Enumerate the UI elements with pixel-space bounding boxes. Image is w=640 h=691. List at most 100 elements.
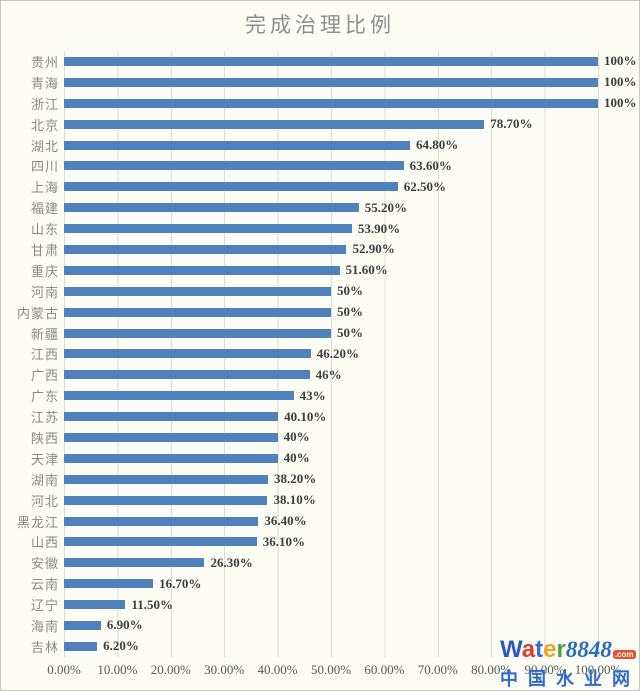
bar-row: 海南 6.90% <box>1 615 639 636</box>
value-label: 26.30% <box>210 554 253 570</box>
bar <box>64 203 359 213</box>
category-label: 广西 <box>30 368 59 384</box>
bar <box>64 453 278 463</box>
category-label: 重庆 <box>30 263 59 279</box>
x-tick-label: 50.00% <box>310 662 352 677</box>
category-label: 上海 <box>30 180 59 196</box>
bar-rows-container: 贵州 100% 青海 100% 浙江 100% 北京 78.70% 湖北 64.80% 四川 63.6… <box>1 51 639 657</box>
bar-row: 浙江 100% <box>1 93 639 114</box>
watermark-brand-tld: .com <box>612 650 636 659</box>
bar-row: 湖南 38.20% <box>1 469 639 490</box>
category-label: 浙江 <box>30 96 59 112</box>
bar-row: 江苏 40.10% <box>1 406 639 427</box>
bar <box>64 307 331 317</box>
watermark-brand-letter: t <box>535 636 544 663</box>
value-label: 16.70% <box>159 575 202 591</box>
watermark-brand-letter: r <box>556 636 566 663</box>
bar <box>64 391 294 401</box>
category-label: 福建 <box>30 201 59 217</box>
bar <box>64 244 347 254</box>
category-label: 贵州 <box>30 54 59 70</box>
value-label: 43% <box>299 387 326 403</box>
bar-row: 福建 55.20% <box>1 197 639 218</box>
x-tick-label: 10.00% <box>97 662 138 677</box>
bar <box>64 412 279 422</box>
value-label: 6.20% <box>103 638 139 654</box>
bar <box>64 286 331 296</box>
bar <box>64 537 257 547</box>
bar <box>64 558 205 568</box>
bar <box>64 370 310 380</box>
bar <box>64 641 98 651</box>
watermark-brand-letter: W <box>500 636 522 663</box>
watermark-brand-letter: a <box>521 636 536 663</box>
bar <box>64 265 340 275</box>
value-label: 51.60% <box>345 262 388 278</box>
x-axis-tick-labels: 0.00% 10.00% 20.00% 30.00% 40.00% 50.00% 60.00… <box>1 662 639 680</box>
value-label: 53.90% <box>357 220 401 236</box>
category-label: 河北 <box>30 493 59 509</box>
value-label: 63.60% <box>409 157 452 173</box>
category-label: 青海 <box>30 75 59 91</box>
category-label: 陕西 <box>30 430 59 446</box>
category-label: 湖南 <box>30 472 59 488</box>
category-label: 黑龙江 <box>16 514 59 530</box>
value-label: 78.70% <box>490 116 533 132</box>
value-label: 55.20% <box>364 199 408 215</box>
category-label: 江西 <box>30 347 59 363</box>
category-label: 安徽 <box>30 556 59 572</box>
value-label: 11.50% <box>131 596 173 612</box>
value-label: 62.50% <box>403 178 446 194</box>
x-tick-label: 40.00% <box>257 662 298 677</box>
bar <box>64 516 259 526</box>
bar <box>64 432 278 442</box>
x-tick-label: 0.00% <box>47 662 81 677</box>
bar-row: 陕西 40% <box>1 427 639 448</box>
category-label: 江苏 <box>30 410 59 426</box>
category-label: 海南 <box>30 618 59 634</box>
value-label: 40% <box>283 450 310 466</box>
bar-row: 青海 100% <box>1 72 639 93</box>
value-label: 40% <box>283 429 310 445</box>
bar-row: 黑龙江 36.40% <box>1 511 639 532</box>
bar-row: 四川 63.60% <box>1 155 639 176</box>
value-label: 50% <box>337 283 363 299</box>
value-label: 46% <box>315 366 342 382</box>
bar-row: 河南 50% <box>1 281 639 302</box>
bar <box>64 140 411 150</box>
bar-row: 内蒙古 50% <box>1 302 639 323</box>
watermark: Water8848 .com 中国水业网 <box>500 636 636 690</box>
x-tick-label: 90.00% <box>524 662 565 677</box>
category-label: 山西 <box>30 535 59 551</box>
value-label: 50% <box>337 304 363 320</box>
category-label: 云南 <box>30 577 59 593</box>
bar <box>64 620 101 630</box>
bar <box>64 119 485 129</box>
bar <box>64 495 268 505</box>
bar-row: 重庆 51.60% <box>1 260 639 281</box>
category-label: 天津 <box>30 451 59 467</box>
watermark-brand-letter: e <box>543 636 557 663</box>
bar <box>64 98 598 108</box>
value-label: 36.40% <box>264 513 307 529</box>
value-label: 100% <box>604 74 637 90</box>
bar-row: 湖北 64.80% <box>1 135 639 156</box>
bar-row: 山东 53.90% <box>1 218 639 239</box>
bar-row: 贵州 100% <box>1 51 639 72</box>
bar-row: 广东 43% <box>1 385 639 406</box>
bar <box>64 474 268 484</box>
bar-row: 安徽 26.30% <box>1 552 639 573</box>
category-label: 湖北 <box>30 138 59 154</box>
x-tick-label: 70.00% <box>417 662 458 677</box>
category-label: 山东 <box>30 222 59 238</box>
bar-row: 河北 38.10% <box>1 490 639 511</box>
x-tick-label: 60.00% <box>364 662 405 677</box>
bar <box>64 349 311 359</box>
category-label: 北京 <box>30 117 59 133</box>
value-label: 52.90% <box>352 241 395 257</box>
category-label: 吉林 <box>30 639 59 655</box>
bar <box>64 600 126 610</box>
bar-row: 山西 36.10% <box>1 531 639 552</box>
watermark-brand-number: 8848 <box>565 637 612 662</box>
